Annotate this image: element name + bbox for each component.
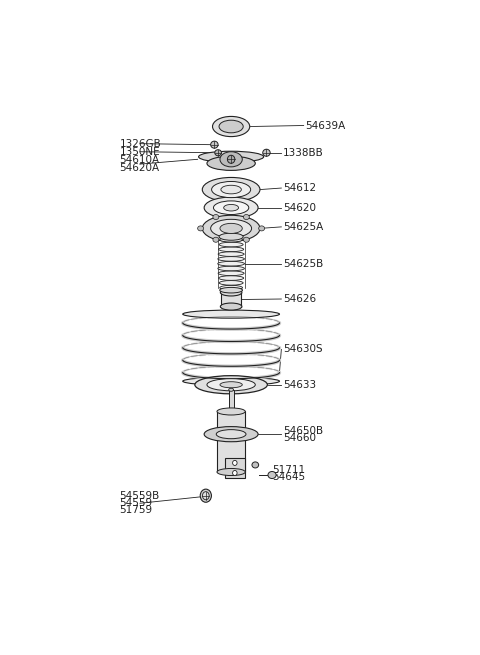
Text: 54660: 54660 — [283, 433, 316, 443]
Ellipse shape — [216, 430, 246, 439]
Ellipse shape — [211, 219, 252, 238]
Ellipse shape — [233, 470, 237, 476]
Ellipse shape — [211, 141, 218, 148]
Ellipse shape — [183, 310, 279, 318]
Bar — [217, 411, 245, 472]
Ellipse shape — [200, 489, 211, 502]
Ellipse shape — [243, 215, 249, 219]
Ellipse shape — [259, 226, 264, 231]
Ellipse shape — [218, 252, 244, 256]
Ellipse shape — [198, 226, 204, 231]
Ellipse shape — [204, 197, 258, 218]
Ellipse shape — [218, 276, 244, 280]
Ellipse shape — [217, 408, 245, 415]
Text: 54633: 54633 — [283, 380, 316, 390]
Ellipse shape — [215, 150, 221, 156]
Ellipse shape — [212, 181, 251, 198]
Text: 54559: 54559 — [120, 498, 153, 508]
Ellipse shape — [199, 151, 264, 162]
Ellipse shape — [252, 462, 259, 468]
Text: 54620: 54620 — [283, 202, 316, 213]
Ellipse shape — [207, 379, 255, 391]
Ellipse shape — [224, 204, 239, 211]
Ellipse shape — [221, 185, 241, 194]
Ellipse shape — [220, 303, 242, 310]
Ellipse shape — [218, 266, 244, 271]
Ellipse shape — [220, 289, 242, 296]
Bar — [225, 458, 245, 478]
Ellipse shape — [183, 377, 279, 385]
Text: 54559B: 54559B — [120, 491, 160, 501]
Ellipse shape — [220, 152, 242, 167]
Ellipse shape — [220, 288, 242, 293]
Ellipse shape — [233, 460, 237, 466]
Ellipse shape — [219, 233, 243, 240]
Ellipse shape — [228, 388, 234, 391]
Ellipse shape — [268, 472, 276, 479]
Bar — [221, 292, 241, 307]
Ellipse shape — [195, 376, 267, 394]
Text: 1350NE: 1350NE — [120, 147, 160, 157]
Bar — [228, 390, 234, 411]
Ellipse shape — [207, 157, 255, 170]
Ellipse shape — [218, 261, 244, 266]
Text: 54610A: 54610A — [120, 155, 160, 165]
Text: 1338BB: 1338BB — [283, 148, 324, 158]
Text: 54625B: 54625B — [283, 259, 324, 269]
Text: 1326GB: 1326GB — [120, 139, 161, 149]
Ellipse shape — [213, 117, 250, 137]
Text: 54630S: 54630S — [283, 345, 323, 354]
Ellipse shape — [214, 201, 249, 215]
Text: 54645: 54645 — [272, 472, 305, 482]
Ellipse shape — [218, 271, 244, 276]
Text: 54625A: 54625A — [283, 222, 324, 232]
Ellipse shape — [202, 215, 260, 242]
Ellipse shape — [263, 149, 270, 157]
Ellipse shape — [217, 468, 245, 476]
Ellipse shape — [218, 257, 244, 261]
Ellipse shape — [219, 280, 243, 285]
Ellipse shape — [202, 178, 260, 202]
Text: 54612: 54612 — [283, 183, 316, 193]
Ellipse shape — [220, 238, 242, 242]
Ellipse shape — [213, 215, 219, 219]
Ellipse shape — [203, 492, 209, 500]
Ellipse shape — [220, 223, 242, 233]
Text: 54639A: 54639A — [305, 121, 346, 130]
Text: 51711: 51711 — [272, 465, 305, 475]
Ellipse shape — [213, 237, 219, 242]
Ellipse shape — [243, 237, 249, 242]
Ellipse shape — [219, 242, 243, 247]
Text: 54650B: 54650B — [283, 426, 324, 436]
Ellipse shape — [220, 286, 242, 290]
Text: 54620A: 54620A — [120, 163, 160, 173]
Text: 51759: 51759 — [120, 505, 153, 515]
Text: 54626: 54626 — [283, 294, 316, 304]
Ellipse shape — [220, 382, 242, 388]
Ellipse shape — [204, 426, 258, 441]
Ellipse shape — [228, 155, 235, 163]
Ellipse shape — [219, 121, 243, 133]
Ellipse shape — [218, 247, 244, 252]
